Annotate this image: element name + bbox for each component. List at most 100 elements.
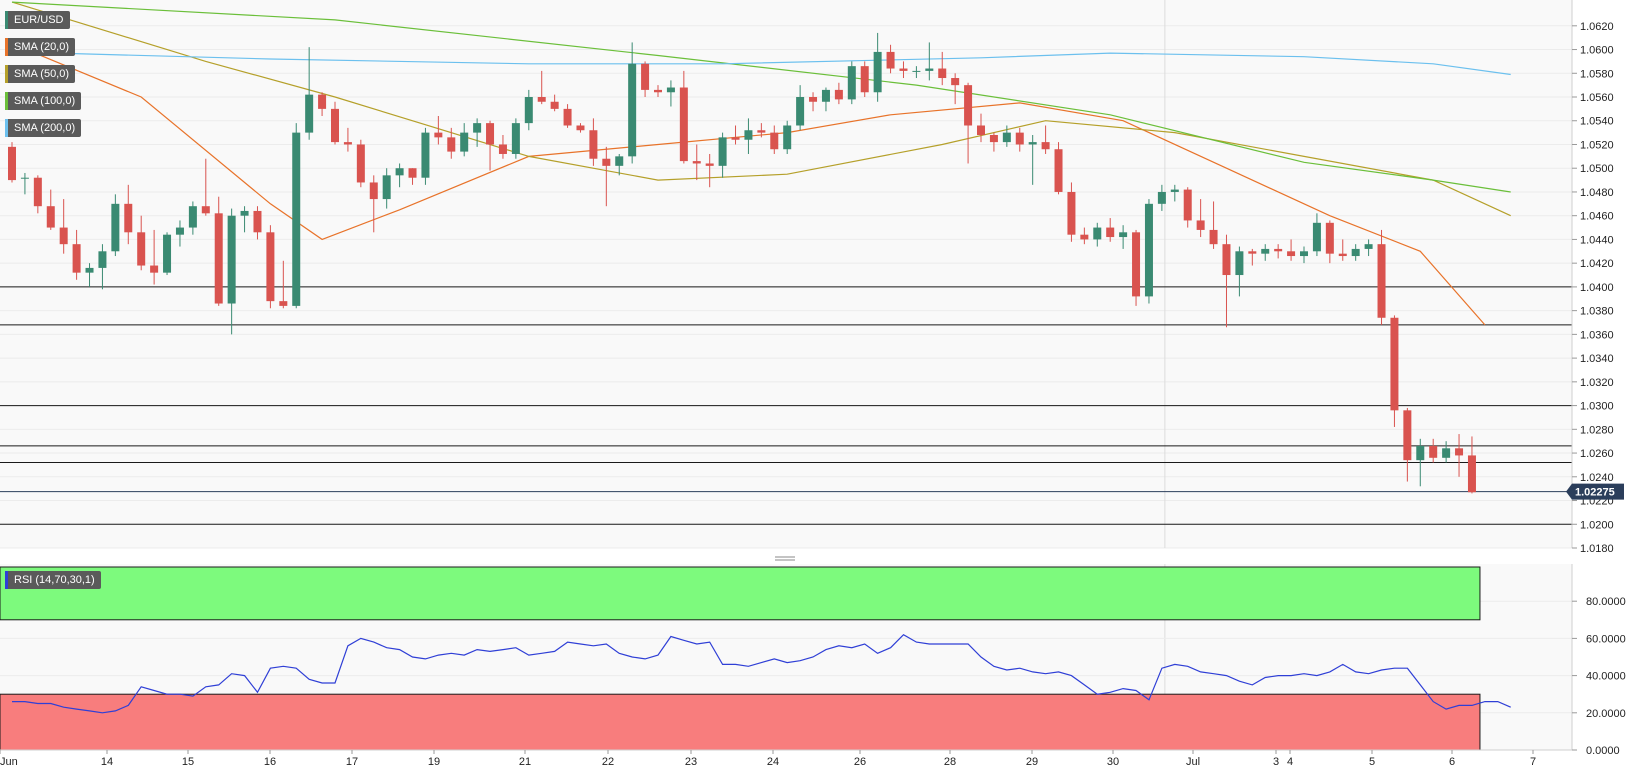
candle	[356, 139, 365, 188]
pane-divider-handle[interactable]	[775, 556, 795, 561]
candle	[227, 208, 236, 335]
rsi-series-line	[12, 633, 1511, 714]
candle-body	[1093, 227, 1102, 240]
candle	[8, 142, 16, 183]
candle	[576, 123, 585, 133]
candle	[666, 80, 675, 107]
candle-body	[175, 227, 184, 235]
candle	[834, 82, 843, 105]
candle	[550, 94, 559, 112]
candle	[1338, 239, 1347, 261]
candle	[331, 101, 339, 145]
candle	[59, 199, 68, 254]
candle-body	[111, 203, 120, 252]
legend-rsi[interactable]: RSI (14,70,30,1)	[5, 571, 101, 589]
candle	[860, 61, 869, 98]
time-axis: Jun 14 15 16 17 19 21 22 23 24 26 28 29 30 Jul 3 4 5 6 7	[0, 749, 1572, 768]
candle-body	[589, 130, 598, 159]
candle	[137, 215, 146, 271]
candle	[369, 175, 378, 233]
candle-body	[59, 227, 68, 245]
candle	[1170, 184, 1179, 202]
candle-body	[85, 267, 94, 273]
candle-body	[1209, 229, 1218, 245]
candle-body	[1041, 142, 1050, 150]
candle	[809, 92, 818, 112]
candle-body	[1015, 132, 1024, 145]
candle-body	[1338, 253, 1347, 257]
candle-body	[989, 134, 998, 143]
candle	[460, 123, 469, 157]
legend-sma50[interactable]: SMA (50,0)	[5, 65, 76, 83]
candle-body	[1080, 234, 1089, 240]
price-tick-label: 1.0420	[1580, 258, 1614, 270]
candle	[1300, 246, 1308, 264]
candle	[188, 201, 197, 235]
legend-sma50-label: SMA (50,0)	[14, 68, 70, 80]
candle	[654, 85, 662, 98]
price-tick-label: 1.0460	[1580, 211, 1614, 223]
price-tick-label: 1.0620	[1580, 21, 1614, 33]
candle	[498, 134, 507, 159]
candle-body	[860, 66, 869, 93]
candle	[408, 168, 417, 185]
candle-body	[951, 78, 960, 86]
candle-body	[1312, 222, 1321, 252]
candle-body	[356, 144, 365, 183]
candle-body	[1028, 142, 1037, 145]
candle	[563, 104, 572, 128]
price-tick-label: 1.0380	[1580, 306, 1614, 318]
candle	[1364, 239, 1373, 257]
candle-body	[1144, 203, 1153, 297]
candle	[537, 70, 546, 105]
candle-body	[227, 215, 236, 304]
symbol-label[interactable]: EUR/USD	[5, 11, 70, 29]
candle	[395, 163, 404, 188]
candle-body	[1248, 251, 1257, 254]
candle	[292, 123, 301, 309]
candle	[1041, 125, 1050, 154]
candle-body	[369, 182, 378, 200]
price-tick-label: 1.0600	[1580, 45, 1614, 57]
legend-sma20[interactable]: SMA (20,0)	[5, 38, 76, 56]
candlesticks	[8, 32, 1476, 494]
candle-body	[1183, 189, 1192, 221]
time-tick-label: 29	[1026, 756, 1038, 768]
candle-body	[524, 97, 533, 124]
candle-body	[783, 125, 792, 150]
candle-body	[1222, 244, 1231, 276]
candle-body	[72, 244, 81, 273]
sma50-line	[11, 1, 1511, 217]
candle	[1325, 220, 1334, 264]
candle	[163, 232, 172, 276]
time-tick-label: 26	[854, 756, 866, 768]
candle	[718, 132, 727, 178]
time-tick-label: 6	[1449, 756, 1455, 768]
candle-body	[214, 213, 223, 304]
candle-body	[98, 251, 107, 268]
legend-sma100[interactable]: SMA (100,0)	[5, 92, 82, 110]
candle-body	[1300, 251, 1308, 257]
candle-body	[1377, 244, 1386, 318]
candle	[473, 118, 482, 147]
candle-body	[809, 97, 818, 102]
price-tick-label: 1.0260	[1580, 448, 1614, 460]
candle-body	[899, 68, 908, 71]
candle	[524, 89, 533, 131]
price-tick-label: 1.0340	[1580, 353, 1614, 365]
candle	[1416, 438, 1425, 487]
candle-body	[1364, 244, 1373, 249]
legend-sma100-label: SMA (100,0)	[14, 95, 76, 107]
symbol-text: EUR/USD	[14, 14, 64, 26]
candle-body	[705, 163, 714, 166]
candle-body	[343, 142, 352, 145]
legend-sma200[interactable]: SMA (200,0)	[5, 119, 82, 137]
candle-body	[757, 130, 766, 133]
candle	[1002, 125, 1011, 147]
time-tick-label: 30	[1107, 756, 1119, 768]
candle-body	[447, 137, 456, 152]
candle-body	[1157, 191, 1166, 204]
price-tick-label: 1.0480	[1580, 187, 1614, 199]
candle	[175, 220, 184, 247]
legend-sma50-swatch	[5, 65, 8, 83]
